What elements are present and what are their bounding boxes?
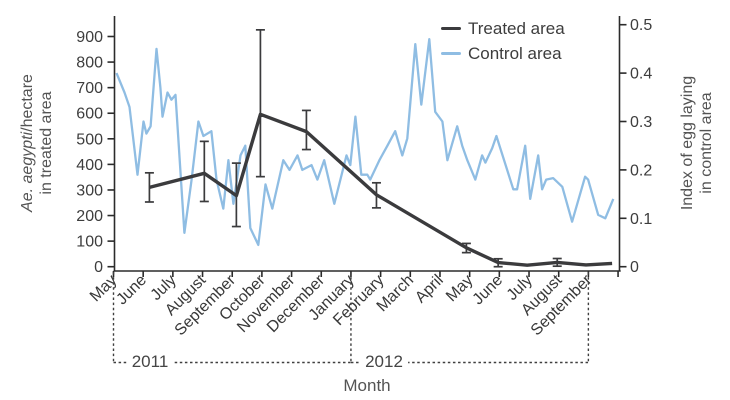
treated-area-line bbox=[148, 112, 613, 267]
y-axis-title-left-line2: in treated area bbox=[38, 91, 55, 195]
y-axis-left-tick-label: 200 bbox=[76, 208, 103, 225]
month-tick-label: May bbox=[87, 272, 120, 305]
species-name-italic: Ae. aegypti bbox=[19, 131, 36, 212]
y-axis-right-tick-label: 0.1 bbox=[630, 211, 652, 228]
y-axis-right-tick-label: 0.2 bbox=[630, 162, 652, 179]
y-axis-left-tick-label: 900 bbox=[76, 29, 103, 46]
y-axis-left-tick-label: 100 bbox=[76, 234, 103, 251]
y-axis-left-tick-label: 600 bbox=[76, 106, 103, 123]
y-axis-left-tick-label: 400 bbox=[76, 157, 103, 174]
y-axis-right-tick-label: 0.5 bbox=[630, 17, 652, 34]
legend-label-control: Control area bbox=[468, 43, 562, 63]
legend-item-control: Control area bbox=[441, 41, 565, 66]
control-area-line bbox=[115, 38, 615, 247]
treated-line-swatch-icon bbox=[441, 26, 461, 31]
y-axis-title-left-line1: Ae. aegypti/hectare bbox=[19, 74, 36, 212]
month-tick-label: May bbox=[443, 272, 476, 305]
y-axis-right-tick-label: 0.3 bbox=[630, 114, 652, 131]
year-label-2012: 2012 bbox=[360, 352, 408, 372]
y-axis-title-left: Ae. aegypti/hectare in treated area bbox=[18, 74, 56, 212]
y-axis-left-tick-label: 0 bbox=[94, 259, 103, 276]
y-axis-left-tick-label: 800 bbox=[76, 55, 103, 72]
x-axis-title: Month bbox=[343, 376, 391, 395]
y-axis-title-right-line1: Index of egg laying bbox=[679, 75, 696, 211]
y-axis-title-right: Index of egg laying in control area bbox=[678, 76, 716, 210]
y-axis-left-tick-label: 700 bbox=[76, 80, 103, 97]
legend-item-treated: Treated area bbox=[441, 16, 565, 41]
month-tick-label: June bbox=[113, 272, 150, 309]
legend-label-treated: Treated area bbox=[468, 18, 565, 38]
y-axis-left-tick-label: 500 bbox=[76, 131, 103, 148]
y-axis-right-tick-label: 0.4 bbox=[630, 66, 652, 83]
y-axis-left-tick-label: 300 bbox=[76, 182, 103, 199]
year-label-2011: 2011 bbox=[126, 352, 174, 372]
y-axis-right-tick-label: 0 bbox=[630, 259, 639, 276]
month-tick-label: April bbox=[412, 272, 447, 307]
legend: Treated area Control area bbox=[441, 16, 565, 66]
y-axis-title-right-line2: in control area bbox=[698, 92, 715, 194]
month-tick-label: June bbox=[470, 272, 507, 309]
control-line-swatch-icon bbox=[441, 51, 461, 56]
